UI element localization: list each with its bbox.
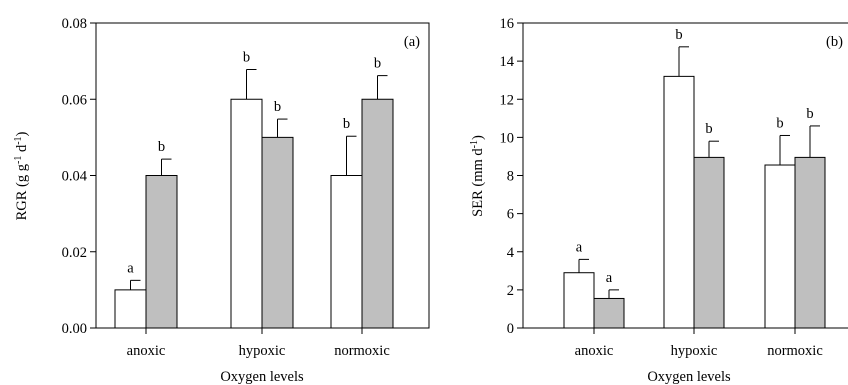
x-tick-label-b: normoxic [767,343,823,359]
significance-letters-b: a b b a b b [576,27,814,286]
sig-letter-b-normoxic-s2: b [806,106,813,122]
y-axis-title-b-sup1: -1 [469,140,480,148]
bar-a-anoxic-s2 [145,175,178,329]
bar-a-normoxic-s1 [330,175,363,329]
y-tick-label-a: 0.06 [62,92,87,108]
x-axis-title-a: Oxygen levels [220,369,304,385]
y-axis-title-a-mid: d [14,144,30,156]
y-tick-label-b: 10 [500,130,515,146]
sig-letter-b-hypoxic-s2: b [705,121,712,137]
bar-b-normoxic-s1 [764,164,796,329]
bar-b-hypoxic-s1 [663,75,695,329]
y-tick-label-a: 0.00 [62,321,87,337]
y-axis-title-b-close: ) [470,135,486,140]
x-tick-label-a: anoxic [127,343,166,359]
x-ticks-a: anoxic hypoxic normoxic [127,328,390,359]
sig-letter-b-anoxic-s2: a [606,270,613,286]
x-tick-label-b: hypoxic [671,343,718,359]
bar-b-normoxic-s2 [794,156,826,329]
significance-letters-a: a b b b b b [127,50,381,277]
x-axis-title-b: Oxygen levels [647,369,731,385]
y-tick-label-b: 2 [507,283,514,299]
y-axis-title-a-close: ) [14,131,30,136]
y-axis-title-b: SER (mm d-1) [469,135,487,217]
sig-letter-a-normoxic-s1: b [343,116,350,132]
y-tick-label-b: 4 [507,245,515,261]
x-tick-label-a: hypoxic [239,343,286,359]
y-tick-label-b: 8 [507,169,514,185]
y-tick-label-b: 12 [500,92,515,108]
sig-letter-b-hypoxic-s1: b [675,27,682,43]
sig-letter-b-anoxic-s1: a [576,239,583,255]
sig-letter-b-normoxic-s1: b [776,115,783,131]
panel-b: a b b a b b 0 2 4 6 8 10 12 14 16 anoxic hypoxic normox… [469,16,848,385]
bar-b-hypoxic-s2 [693,156,725,329]
y-tick-label-a: 0.08 [62,16,87,32]
sig-letter-a-normoxic-s2: b [374,56,381,72]
y-tick-label-a: 0.02 [62,245,87,261]
y-ticks-a: 0.00 0.02 0.04 0.06 0.08 [62,16,96,337]
bars-a [114,98,394,329]
bars-b [563,75,826,329]
panel-label-a: (a) [404,34,420,50]
bar-a-normoxic-s2 [361,98,394,329]
x-tick-label-a: normoxic [334,343,390,359]
x-tick-label-b: anoxic [575,343,614,359]
y-ticks-b: 0 2 4 6 8 10 12 14 16 [500,16,523,337]
sig-letter-a-anoxic-s2: b [158,139,165,155]
y-tick-label-a: 0.04 [62,169,88,185]
y-axis-title-a-sup2: -1 [13,136,24,144]
sig-letter-a-anoxic-s1: a [127,260,134,276]
y-tick-label-b: 6 [507,207,514,223]
y-tick-label-b: 16 [500,16,515,32]
y-tick-label-b: 0 [507,321,514,337]
error-bars-b [578,46,820,299]
bar-a-hypoxic-s2 [261,136,294,329]
y-axis-title-a-sup1: -1 [13,156,24,164]
panel-a: a b b b b b 0.00 0.02 0.04 0.06 0.08 anoxic hypoxi… [13,16,430,385]
y-axis-title-a: RGR (g g-1 d-1) [13,131,31,220]
x-ticks-b: anoxic hypoxic normoxic [575,328,823,359]
y-tick-label-b: 14 [500,54,515,70]
error-bars-a [130,69,388,290]
y-axis-title-b-main: SER (mm d [470,148,486,217]
sig-letter-a-hypoxic-s1: b [243,50,250,66]
bar-a-anoxic-s1 [114,289,147,329]
bar-b-anoxic-s2 [593,297,625,329]
y-axis-title-a-main: RGR (g g [14,164,30,220]
panel-label-b: (b) [826,34,843,50]
sig-letter-a-hypoxic-s2: b [274,99,281,115]
bar-a-hypoxic-s1 [230,98,263,329]
bar-b-anoxic-s1 [563,272,595,329]
